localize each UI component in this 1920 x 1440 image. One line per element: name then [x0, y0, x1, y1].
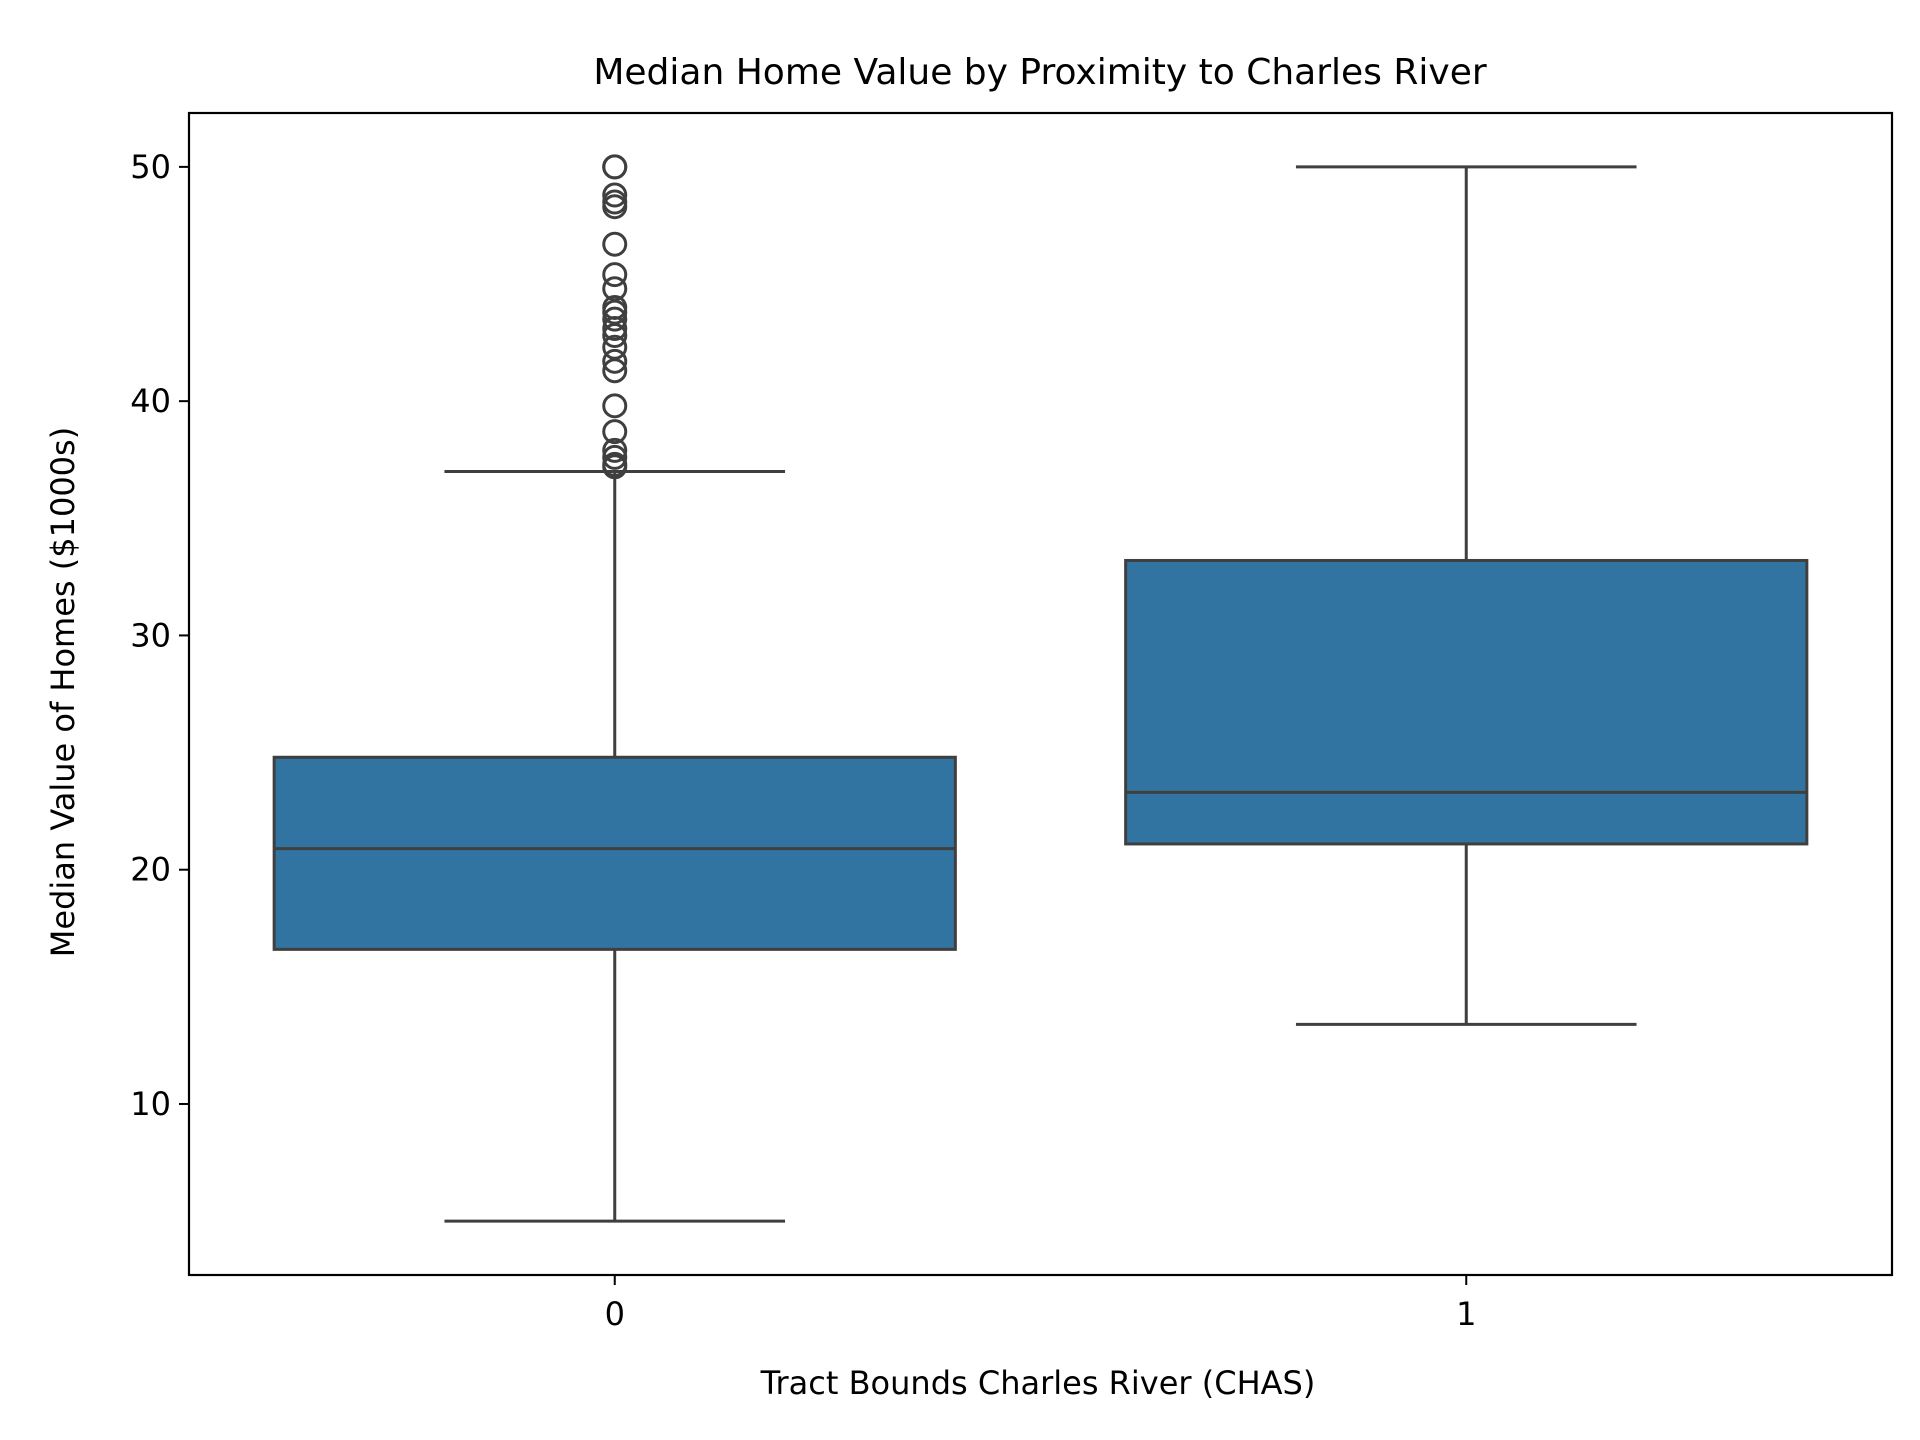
- y-axis-label: Median Value of Homes ($1000s): [44, 427, 82, 957]
- outlier-point: [602, 154, 628, 180]
- outlier-point: [602, 294, 628, 320]
- y-tick-label: 30: [130, 616, 171, 654]
- x-axis-label: Tract Bounds Charles River (CHAS): [760, 1364, 1316, 1402]
- y-tick-label: 20: [130, 851, 171, 889]
- y-tick-label: 10: [130, 1085, 171, 1123]
- y-tick-label: 40: [130, 382, 171, 420]
- chart-title: Median Home Value by Proximity to Charle…: [593, 52, 1487, 93]
- plot-frame: [187, 111, 1894, 1277]
- outlier-point: [602, 334, 628, 360]
- plot-marks: [272, 154, 1809, 1223]
- box-group-0: [272, 154, 957, 1223]
- outlier-point: [602, 348, 628, 374]
- box-group-1: [1124, 165, 1809, 1026]
- y-axis: 10 20 30 40 50: [130, 148, 189, 1123]
- outlier-point: [602, 276, 628, 302]
- outlier-point: [602, 451, 628, 477]
- outlier-point: [602, 444, 628, 470]
- outlier-point: [602, 189, 628, 215]
- y-tick-label: 50: [130, 148, 171, 186]
- outlier-point: [602, 262, 628, 288]
- outlier-point: [602, 231, 628, 257]
- outlier-point: [602, 419, 628, 445]
- x-tick-label: 0: [605, 1295, 625, 1333]
- outlier-point: [602, 306, 628, 332]
- outlier-point: [602, 393, 628, 419]
- outlier-point: [602, 182, 628, 208]
- iqr-box: [272, 755, 957, 951]
- outlier-point: [602, 437, 628, 463]
- iqr-box: [1124, 558, 1809, 846]
- x-tick-label: 1: [1456, 1295, 1476, 1333]
